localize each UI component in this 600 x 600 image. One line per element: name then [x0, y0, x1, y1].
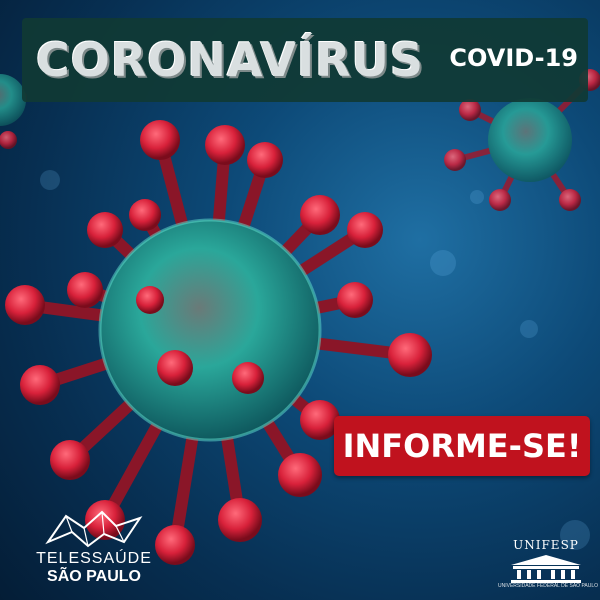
telessaude-logo-line2: SÃO PAULO: [47, 568, 141, 585]
bokeh: [40, 170, 60, 190]
unifesp-building-icon: [511, 555, 581, 583]
unifesp-logo-tagline: UNIVERSIDADE FEDERAL DE SÃO PAULO: [498, 583, 599, 589]
telessaude-logo: TELESSAÚDE SÃO PAULO: [24, 506, 164, 596]
bokeh: [430, 250, 456, 276]
bokeh: [520, 320, 538, 338]
main-virus: [5, 120, 432, 565]
page-title: CORONAVÍRUS: [36, 33, 424, 87]
telessaude-logo-icon: [45, 510, 143, 548]
telessaude-logo-line1: TELESSAÚDE: [36, 550, 152, 567]
unifesp-logo: UNIFESP UNIVERSIDADE FEDERAL DE SÃO PAUL…: [498, 538, 599, 598]
unifesp-logo-name: UNIFESP: [513, 538, 579, 552]
bokeh: [560, 520, 590, 550]
page-subtitle: COVID-19: [449, 44, 578, 72]
title-banner: CORONAVÍRUS COVID-19: [22, 18, 588, 102]
informe-se-button[interactable]: INFORME-SE!: [334, 416, 590, 476]
small-virus-left: [0, 74, 27, 149]
bokeh: [470, 190, 484, 204]
